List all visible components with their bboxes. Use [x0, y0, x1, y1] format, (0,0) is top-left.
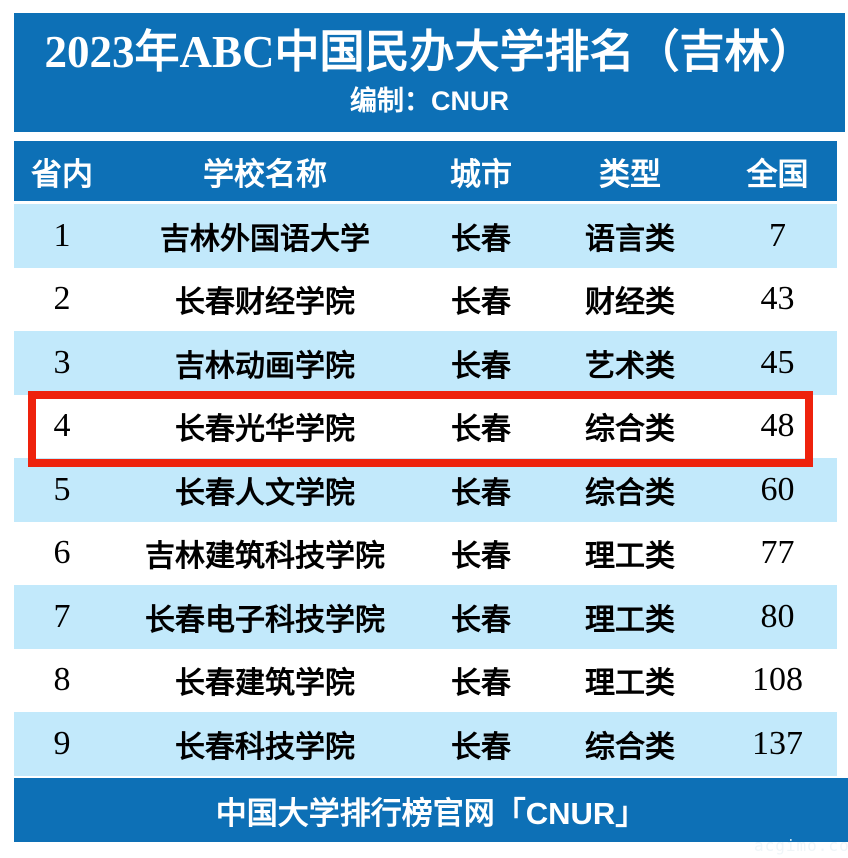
- column-header-city: 城市: [450, 156, 512, 192]
- cell-provincial-rank: 1: [53, 216, 71, 254]
- cell-type: 理工类: [585, 603, 675, 637]
- footer-text: 中国大学排行榜官网「CNUR」: [215, 795, 647, 831]
- cell-school-name: 长春科技学院: [175, 730, 355, 764]
- table-row: 7 长春电子科技学院 长春 理工类 80: [14, 585, 837, 649]
- cell-school-name: 长春光华学院: [175, 413, 355, 447]
- table-header-row: 省内 学校名称 城市 类型 全国: [14, 141, 837, 201]
- table-row: 3 吉林动画学院 长春 艺术类 45: [14, 331, 837, 395]
- cell-school-name: 长春电子科技学院: [145, 603, 385, 637]
- cell-provincial-rank: 8: [53, 661, 71, 699]
- table-row-highlighted: 4 长春光华学院 长春 综合类 48: [14, 390, 837, 467]
- page-subtitle: 编制：CNUR: [350, 86, 509, 117]
- cell-city: 长春: [451, 603, 511, 637]
- cell-city: 长春: [451, 413, 511, 447]
- table-row: 1 吉林外国语大学 长春 语言类 7: [14, 204, 837, 268]
- page-title: 2023年ABC中国民办大学排名（吉林）: [44, 26, 815, 77]
- title-block: 2023年ABC中国民办大学排名（吉林） 编制：CNUR: [14, 13, 845, 132]
- cell-school-name: 吉林建筑科技学院: [145, 540, 385, 574]
- cell-city: 长春: [451, 286, 511, 320]
- cell-city: 长春: [451, 667, 511, 701]
- cell-provincial-rank: 4: [53, 407, 71, 445]
- table-row: 9 长春科技学院 长春 综合类 137: [14, 712, 837, 776]
- cell-national-rank: 48: [760, 407, 795, 445]
- cell-type: 综合类: [585, 730, 675, 764]
- watermark: acgimo.co: [754, 836, 848, 855]
- cell-national-rank: 60: [760, 470, 795, 508]
- cell-national-rank: 137: [752, 724, 803, 762]
- column-header-school-name: 学校名称: [203, 156, 327, 192]
- cell-school-name: 长春建筑学院: [175, 667, 355, 701]
- table-row: 5 长春人文学院 长春 综合类 60: [14, 458, 837, 522]
- footer-bar: 中国大学排行榜官网「CNUR」: [14, 778, 848, 842]
- cell-type: 艺术类: [585, 349, 675, 383]
- cell-provincial-rank: 6: [53, 534, 71, 572]
- cell-national-rank: 77: [760, 534, 795, 572]
- cell-national-rank: 108: [752, 661, 803, 699]
- cell-type: 财经类: [585, 286, 675, 320]
- cell-provincial-rank: 9: [53, 724, 71, 762]
- cell-school-name: 吉林外国语大学: [160, 222, 370, 256]
- cell-type: 理工类: [585, 667, 675, 701]
- column-header-national-rank: 全国: [746, 156, 809, 192]
- cell-provincial-rank: 3: [53, 343, 71, 381]
- table-row: 8 长春建筑学院 长春 理工类 108: [14, 648, 837, 712]
- cell-city: 长春: [451, 730, 511, 764]
- cell-school-name: 长春财经学院: [175, 286, 355, 320]
- cell-city: 长春: [451, 540, 511, 574]
- cell-national-rank: 80: [760, 597, 795, 635]
- cell-school-name: 长春人文学院: [175, 476, 355, 510]
- cell-city: 长春: [451, 476, 511, 510]
- table-row: 2 长春财经学院 长春 财经类 43: [14, 267, 837, 331]
- cell-type: 综合类: [585, 413, 675, 447]
- cell-provincial-rank: 5: [53, 470, 71, 508]
- cell-school-name: 吉林动画学院: [175, 349, 355, 383]
- cell-provincial-rank: 7: [53, 597, 71, 635]
- cell-type: 综合类: [585, 476, 675, 510]
- column-header-provincial-rank: 省内: [31, 156, 93, 192]
- cell-national-rank: 45: [760, 343, 795, 381]
- cell-city: 长春: [451, 349, 511, 383]
- cell-city: 长春: [451, 222, 511, 256]
- table-row: 6 吉林建筑科技学院 长春 理工类 77: [14, 521, 837, 585]
- cell-national-rank: 43: [760, 280, 795, 318]
- cell-national-rank: 7: [769, 216, 786, 254]
- ranking-table: 省内 学校名称 城市 类型 全国 1 吉林外国语大学 长春 语言类 7 2 长春…: [14, 141, 837, 776]
- column-header-type: 类型: [599, 156, 661, 192]
- cell-type: 语言类: [585, 222, 675, 256]
- cell-provincial-rank: 2: [53, 280, 71, 318]
- cell-type: 理工类: [585, 540, 675, 574]
